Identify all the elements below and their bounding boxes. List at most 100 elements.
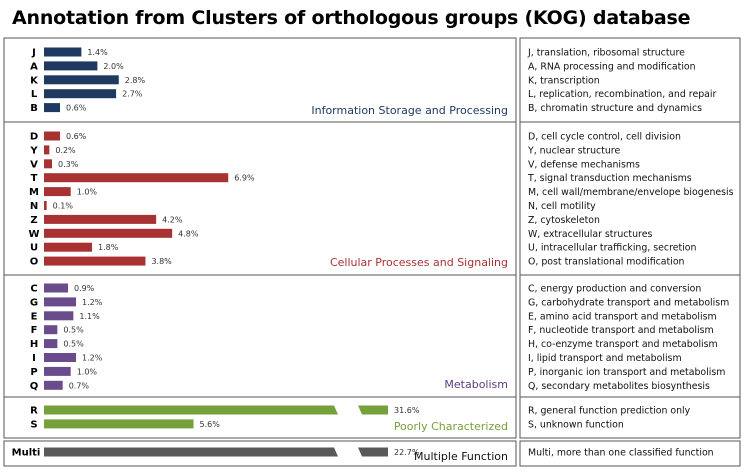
description-z: Z, cytoskeleton bbox=[528, 215, 600, 226]
description-j: J, translation, ribosomal structure bbox=[527, 48, 685, 59]
panel-frame-poorly-characterized bbox=[3, 396, 517, 439]
value-label-o: 3.8% bbox=[151, 257, 172, 266]
description-y: Y, nuclear structure bbox=[527, 145, 620, 156]
bar-h bbox=[44, 339, 58, 349]
section-label-multiple-function: Multiple Function bbox=[414, 450, 508, 463]
description-u: U, intracellular trafficking, secretion bbox=[528, 243, 697, 254]
description-l: L, replication, recombination, and repai… bbox=[528, 89, 717, 100]
category-a: A bbox=[30, 61, 38, 72]
bar-i bbox=[44, 353, 77, 362]
value-label-i: 1.2% bbox=[82, 354, 103, 363]
category-j: J bbox=[31, 48, 36, 59]
value-label-q: 0.7% bbox=[69, 381, 90, 390]
value-label-a: 2.0% bbox=[103, 62, 124, 71]
value-label-g: 1.2% bbox=[82, 298, 103, 307]
value-label-k: 2.8% bbox=[125, 76, 146, 85]
description-c: C, energy production and conversion bbox=[528, 284, 701, 295]
category-r: R bbox=[30, 406, 38, 417]
category-e: E bbox=[31, 311, 38, 322]
description-m: M, cell wall/membrane/envelope biogenesi… bbox=[528, 187, 734, 198]
category-n: N bbox=[30, 201, 38, 212]
description-k: K, transcription bbox=[528, 75, 600, 86]
description-p: P, inorganic ion transport and metabolis… bbox=[528, 367, 725, 378]
value-label-r: 31.6% bbox=[394, 406, 420, 415]
description-q: Q, secondary metabolites biosynthesis bbox=[528, 381, 710, 392]
description-v: V, defense mechanisms bbox=[528, 159, 640, 170]
value-label-h: 0.5% bbox=[63, 340, 84, 349]
description-t: T, signal transduction mechanisms bbox=[527, 173, 692, 184]
value-label-s: 5.6% bbox=[200, 420, 221, 429]
bar-b bbox=[44, 103, 61, 113]
description-w: W, extracellular structures bbox=[528, 229, 652, 240]
bar-t bbox=[44, 173, 229, 183]
value-label-b: 0.6% bbox=[66, 104, 87, 113]
bar-y bbox=[44, 145, 50, 155]
description-b: B, chromatin structure and dynamics bbox=[528, 103, 702, 114]
category-i: I bbox=[32, 353, 36, 364]
bar-z bbox=[44, 214, 157, 224]
category-d: D bbox=[30, 132, 38, 143]
description-i: I, lipid transport and metabolism bbox=[528, 353, 682, 364]
value-label-c: 0.9% bbox=[74, 284, 95, 293]
section-label-cellular-processes-and-signaling: Cellular Processes and Signaling bbox=[330, 256, 508, 269]
value-label-v: 0.3% bbox=[58, 160, 79, 169]
value-label-z: 4.2% bbox=[162, 215, 183, 224]
category-p: P bbox=[30, 367, 37, 378]
bar-k bbox=[44, 75, 119, 85]
description-r: R, general function prediction only bbox=[528, 406, 691, 417]
bar-a bbox=[44, 61, 98, 71]
value-label-multi: 22.7% bbox=[394, 448, 420, 457]
section-label-poorly-characterized: Poorly Characterized bbox=[394, 420, 508, 433]
description-a: A, RNA processing and modification bbox=[528, 61, 696, 72]
bar-s bbox=[44, 419, 194, 429]
panel-frame-metabolism bbox=[3, 274, 517, 398]
category-u: U bbox=[30, 243, 38, 254]
bar-e bbox=[44, 311, 74, 321]
description-n: N, cell motility bbox=[528, 201, 596, 212]
category-w: W bbox=[28, 229, 39, 240]
category-f: F bbox=[31, 325, 38, 336]
value-label-l: 2.7% bbox=[122, 90, 143, 99]
category-o: O bbox=[30, 257, 39, 268]
category-s: S bbox=[30, 419, 37, 430]
legend-frame-multiple-function bbox=[519, 440, 741, 467]
bar-w bbox=[44, 228, 173, 238]
section-label-metabolism: Metabolism bbox=[444, 378, 508, 391]
bar-d bbox=[44, 131, 61, 141]
category-multi: Multi bbox=[12, 448, 41, 459]
section-label-information-storage-and-processing: Information Storage and Processing bbox=[311, 104, 508, 117]
category-k: K bbox=[30, 75, 39, 86]
description-e: E, amino acid transport and metabolism bbox=[528, 311, 717, 322]
bar-j bbox=[44, 47, 82, 57]
bar-f bbox=[44, 325, 58, 335]
category-m: M bbox=[29, 187, 39, 198]
category-b: B bbox=[30, 103, 38, 114]
bar-l bbox=[44, 89, 117, 99]
category-h: H bbox=[30, 339, 38, 350]
bar-m bbox=[44, 187, 71, 197]
description-s: S, unknown function bbox=[528, 419, 624, 430]
value-label-p: 1.0% bbox=[77, 367, 98, 376]
panel-frame-cellular-processes-and-signaling bbox=[3, 121, 517, 276]
bar-multi bbox=[44, 447, 338, 457]
value-label-u: 1.8% bbox=[98, 243, 119, 252]
value-label-j: 1.4% bbox=[87, 48, 108, 57]
description-h: H, co-enzyme transport and metabolism bbox=[528, 339, 718, 350]
bar-c bbox=[44, 283, 69, 293]
bar-n bbox=[44, 201, 47, 210]
description-d: D, cell cycle control, cell division bbox=[528, 132, 681, 143]
value-label-m: 1.0% bbox=[77, 188, 98, 197]
category-y: Y bbox=[29, 145, 38, 156]
category-q: Q bbox=[30, 381, 39, 392]
panel-frame-multiple-function bbox=[3, 440, 517, 467]
value-label-y: 0.2% bbox=[55, 146, 76, 155]
description-o: O, post translational modification bbox=[528, 257, 685, 268]
category-c: C bbox=[30, 284, 37, 295]
value-label-n: 0.1% bbox=[53, 202, 74, 211]
category-z: Z bbox=[30, 215, 37, 226]
category-l: L bbox=[31, 89, 38, 100]
category-t: T bbox=[31, 173, 38, 184]
value-label-t: 6.9% bbox=[234, 174, 255, 183]
value-label-d: 0.6% bbox=[66, 132, 87, 141]
